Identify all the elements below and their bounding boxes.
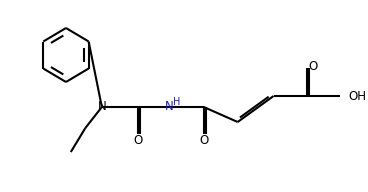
Text: N: N xyxy=(98,100,106,113)
Text: O: O xyxy=(133,135,142,147)
Text: OH: OH xyxy=(348,89,366,103)
Text: H: H xyxy=(173,97,180,107)
Text: N: N xyxy=(164,100,173,113)
Text: O: O xyxy=(199,135,208,147)
Text: O: O xyxy=(309,60,318,73)
